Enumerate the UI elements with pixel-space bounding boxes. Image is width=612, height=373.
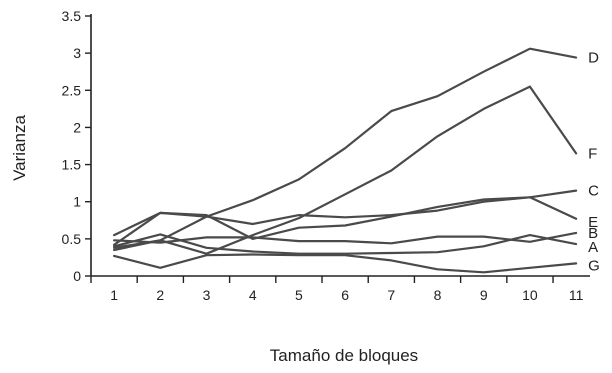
- series-label-e: E: [588, 214, 598, 231]
- x-tick-label: 9: [480, 287, 488, 303]
- series-line-e: [112, 196, 578, 246]
- y-axis-ticks: 0 0.5 1 1.5 2 2.5 3 3.5: [62, 8, 91, 284]
- y-tick-label: 0: [73, 268, 81, 284]
- y-tick-label: 3: [73, 45, 81, 61]
- x-axis-title: Tamaño de bloques: [270, 346, 418, 365]
- series-label-d: D: [588, 50, 599, 67]
- series-line-f: [112, 85, 578, 255]
- x-tick-label: 5: [295, 287, 303, 303]
- x-tick-label: 11: [569, 287, 584, 303]
- y-tick-label: 3.5: [62, 8, 82, 24]
- y-tick-label: 2.5: [62, 82, 82, 98]
- y-tick-label: 1: [73, 194, 81, 210]
- x-tick-label: 7: [387, 287, 395, 303]
- series-label-g: G: [588, 257, 600, 274]
- series-label-b: B: [588, 225, 598, 242]
- y-axis-title: Varianza: [10, 115, 29, 181]
- y-tick-label: 2: [73, 119, 81, 135]
- x-tick-label: 1: [110, 287, 118, 303]
- y-tick-label: 1.5: [62, 157, 82, 173]
- x-axis-ticks: 1 2 3 4 5 6 7 8 9 10 11: [90, 276, 584, 303]
- x-tick-label: 6: [341, 287, 349, 303]
- series-label-a: A: [588, 239, 598, 256]
- x-tick-label: 3: [203, 287, 211, 303]
- chart-series: [112, 47, 578, 274]
- x-tick-label: 10: [522, 287, 538, 303]
- series-line-g: [112, 253, 578, 274]
- x-tick-label: 2: [156, 287, 164, 303]
- x-tick-label: 4: [249, 287, 257, 303]
- series-line-d: [112, 47, 578, 249]
- series-label-c: C: [588, 183, 599, 200]
- y-tick-label: 0.5: [62, 231, 82, 247]
- series-line-b: [112, 231, 578, 245]
- x-tick-label: 8: [434, 287, 442, 303]
- series-label-f: F: [588, 145, 597, 162]
- series-line-a: [112, 233, 578, 255]
